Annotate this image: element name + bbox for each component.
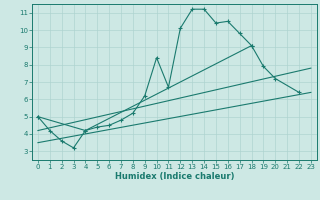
X-axis label: Humidex (Indice chaleur): Humidex (Indice chaleur) (115, 172, 234, 181)
